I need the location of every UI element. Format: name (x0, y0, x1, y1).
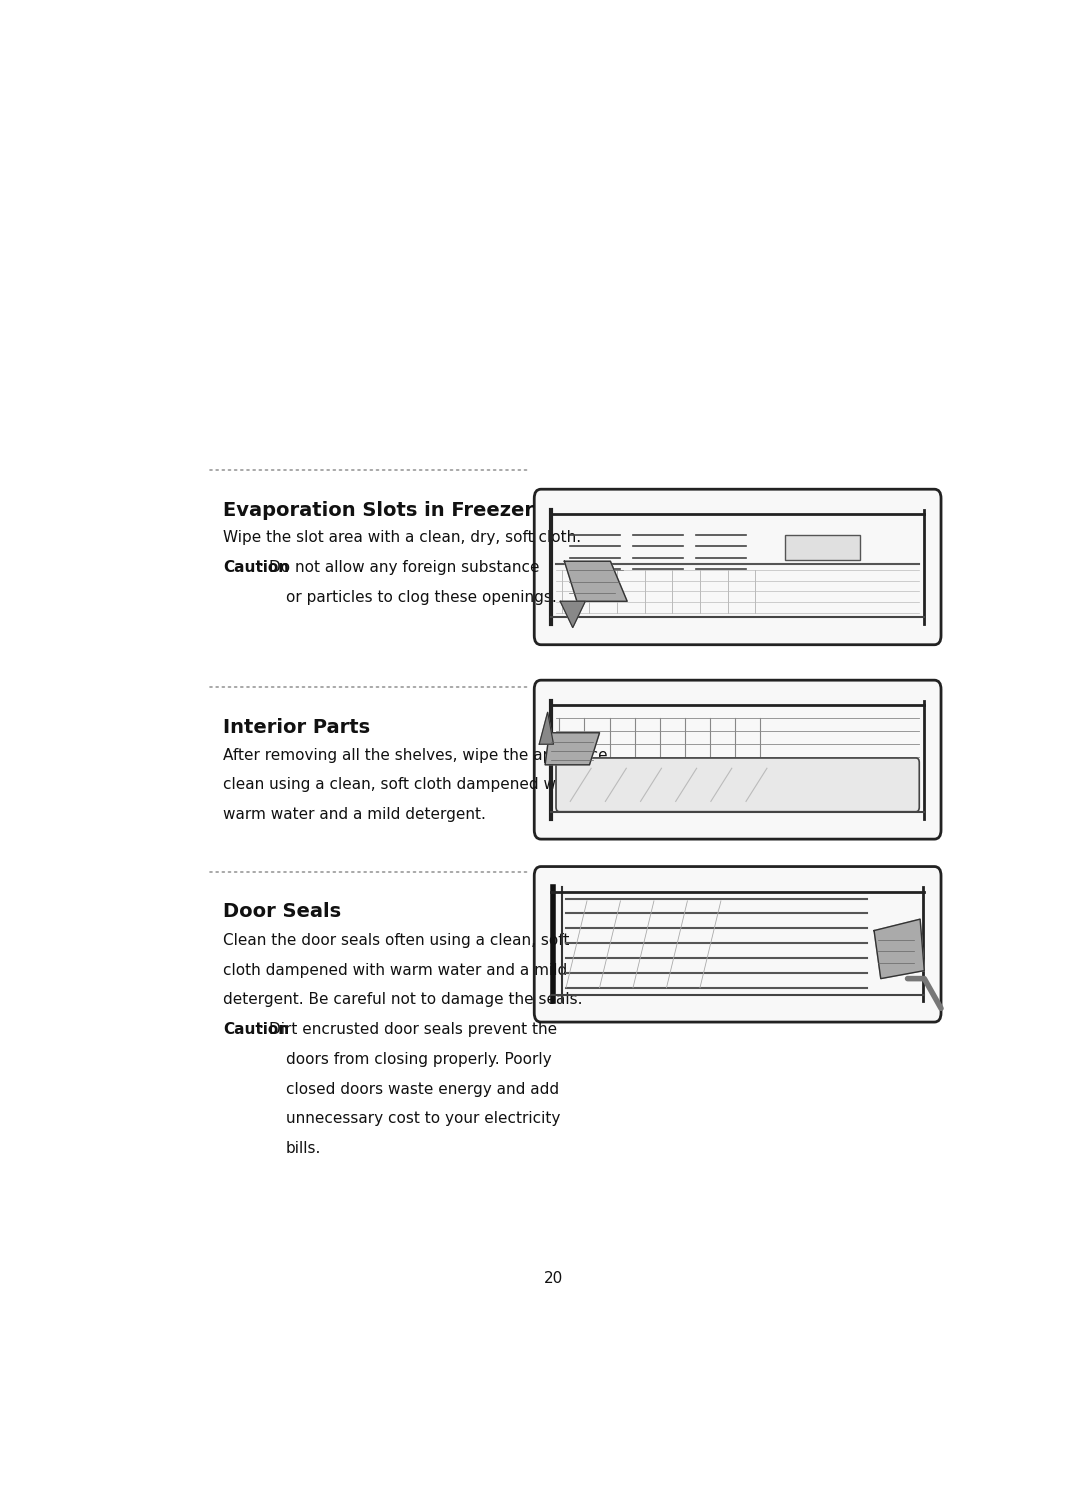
Polygon shape (874, 919, 924, 979)
Text: Caution: Caution (222, 1022, 289, 1037)
FancyBboxPatch shape (535, 867, 941, 1022)
Text: clean using a clean, soft cloth dampened with: clean using a clean, soft cloth dampened… (222, 777, 576, 793)
Text: : Dirt encrusted door seals prevent the: : Dirt encrusted door seals prevent the (259, 1022, 557, 1037)
Text: detergent. Be careful not to damage the seals.: detergent. Be careful not to damage the … (222, 992, 582, 1007)
FancyBboxPatch shape (535, 489, 941, 644)
Text: closed doors waste energy and add: closed doors waste energy and add (285, 1081, 558, 1096)
Text: doors from closing properly. Poorly: doors from closing properly. Poorly (285, 1051, 551, 1066)
Text: After removing all the shelves, wipe the appliance: After removing all the shelves, wipe the… (222, 747, 608, 763)
Text: Evaporation Slots in Freezer: Evaporation Slots in Freezer (222, 500, 534, 520)
Text: Clean the door seals often using a clean, soft: Clean the door seals often using a clean… (222, 933, 569, 947)
Polygon shape (545, 732, 599, 765)
Text: : Do not allow any foreign substance: : Do not allow any foreign substance (259, 560, 539, 575)
Text: Caution: Caution (222, 560, 289, 575)
Polygon shape (561, 601, 585, 628)
Text: or particles to clog these openings.: or particles to clog these openings. (285, 590, 556, 604)
Polygon shape (539, 713, 554, 744)
Text: cloth dampened with warm water and a mild: cloth dampened with warm water and a mil… (222, 962, 567, 977)
Text: Door Seals: Door Seals (222, 901, 341, 921)
FancyBboxPatch shape (535, 680, 941, 839)
Polygon shape (565, 561, 627, 601)
Bar (785, 535, 860, 560)
Text: warm water and a mild detergent.: warm water and a mild detergent. (222, 806, 486, 823)
FancyBboxPatch shape (556, 757, 919, 812)
Text: 20: 20 (544, 1271, 563, 1286)
Text: Interior Parts: Interior Parts (222, 717, 370, 737)
Text: Wipe the slot area with a clean, dry, soft cloth.: Wipe the slot area with a clean, dry, so… (222, 530, 581, 545)
Text: bills.: bills. (285, 1140, 321, 1155)
Text: unnecessary cost to your electricity: unnecessary cost to your electricity (285, 1111, 561, 1126)
